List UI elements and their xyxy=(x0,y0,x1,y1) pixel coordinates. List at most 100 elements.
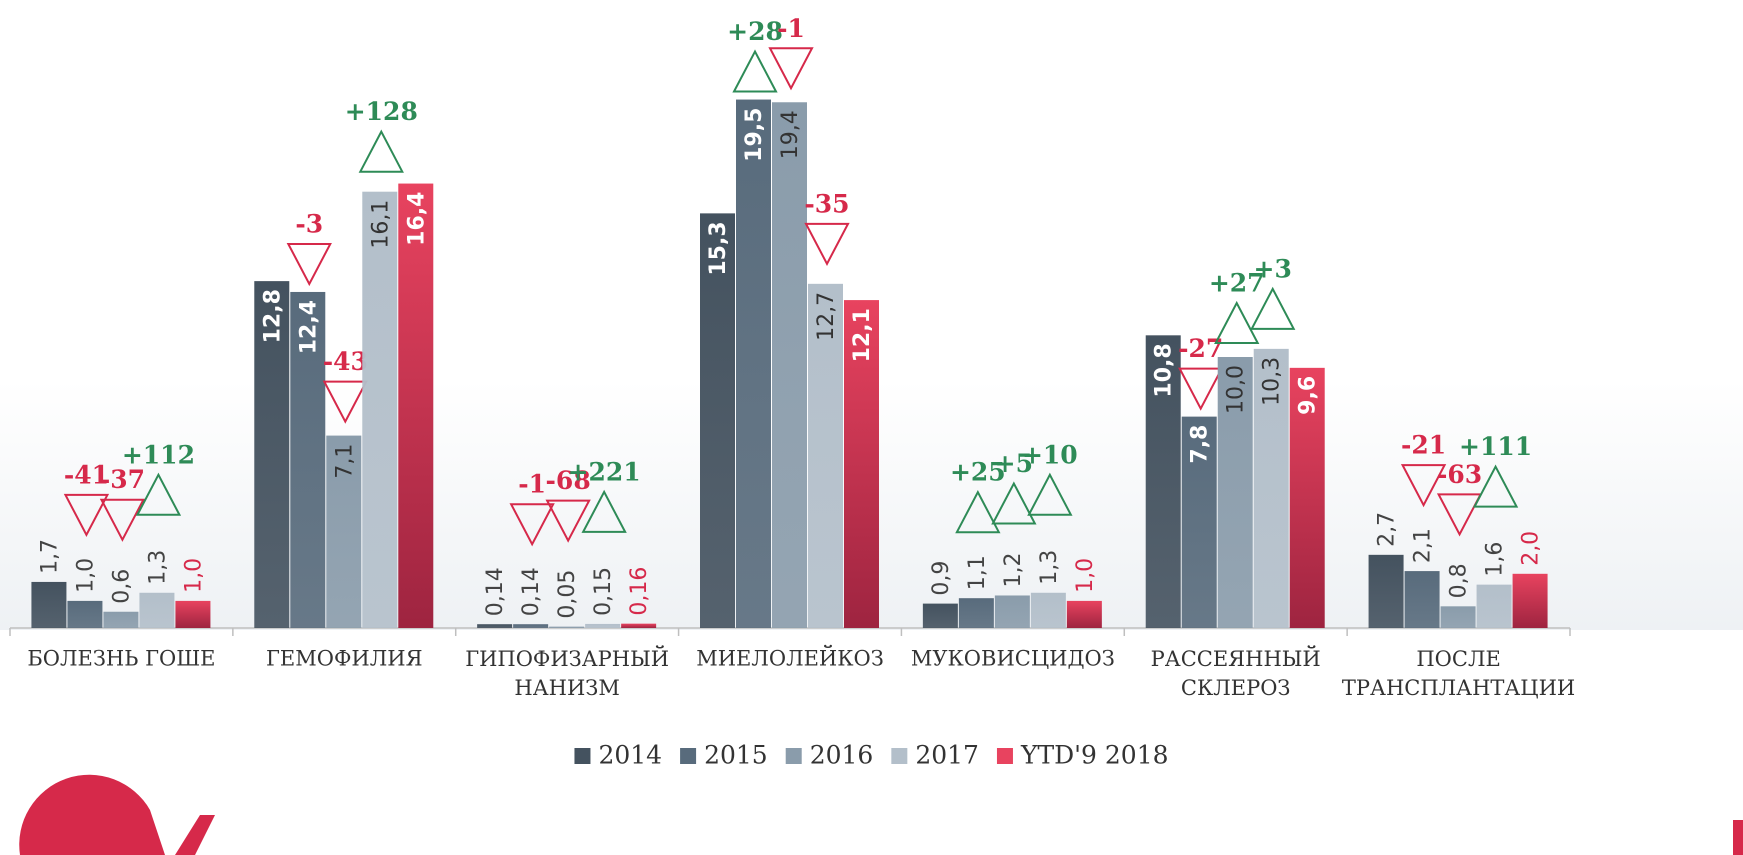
data-label: 1,3 xyxy=(1037,550,1062,585)
data-label: 0,14 xyxy=(519,567,544,616)
bar xyxy=(585,623,621,628)
legend-swatch xyxy=(996,748,1013,764)
bar xyxy=(1368,554,1404,628)
legend-label: 2014 xyxy=(598,741,662,770)
data-label: 7,1 xyxy=(332,444,357,479)
bar xyxy=(67,600,103,628)
data-label: 1,0 xyxy=(1073,558,1098,593)
data-label: 1,2 xyxy=(1001,552,1026,587)
change-label: +3 xyxy=(1254,254,1292,283)
data-label: 0,8 xyxy=(1447,563,1472,598)
change-triangle xyxy=(991,481,1037,525)
bar xyxy=(398,183,434,628)
x-tick-label: МУКОВИСЦИДОЗ xyxy=(911,647,1115,671)
change-label: -41 xyxy=(64,460,109,489)
data-label: 19,4 xyxy=(778,110,803,159)
x-tick-label: МИЕЛОЛЕЙКОЗ xyxy=(696,646,884,671)
data-label: 1,0 xyxy=(181,558,206,593)
data-label: 15,3 xyxy=(706,221,731,275)
bar xyxy=(1476,584,1512,628)
bar xyxy=(1030,592,1066,628)
legend-label: 2015 xyxy=(704,741,768,770)
x-tick-label: ГИПОФИЗАРНЫЙ НАНИЗМ xyxy=(465,646,669,700)
bar xyxy=(922,603,958,628)
data-label: 1,7 xyxy=(37,539,62,574)
data-label: 19,5 xyxy=(742,108,767,162)
bar xyxy=(1440,606,1476,628)
data-label: 1,1 xyxy=(965,555,990,590)
bar xyxy=(1066,600,1102,628)
change-triangle xyxy=(1400,464,1447,508)
bar xyxy=(700,213,735,628)
bar xyxy=(1181,416,1217,628)
change-triangle xyxy=(509,503,555,547)
data-label: 10,8 xyxy=(1152,343,1177,397)
change-triangle xyxy=(1027,472,1073,516)
x-tick-label: БОЛЕЗНЬ ГОШЕ xyxy=(27,647,215,671)
data-label: 16,4 xyxy=(404,192,429,246)
data-label: 2,0 xyxy=(1519,531,1544,566)
data-label: 10,3 xyxy=(1260,357,1285,406)
bar xyxy=(1217,357,1253,628)
bar xyxy=(139,592,175,628)
change-label: -35 xyxy=(804,189,849,218)
change-label: +5 xyxy=(995,449,1033,478)
bar xyxy=(477,624,513,628)
change-triangle xyxy=(581,489,627,533)
data-label: 12,1 xyxy=(850,308,875,362)
bar xyxy=(621,623,657,628)
change-label: -27 xyxy=(1178,334,1223,363)
data-label: 0,16 xyxy=(627,567,652,616)
change-label: +221 xyxy=(568,457,641,486)
legend-swatch xyxy=(680,748,697,764)
data-label: 1,3 xyxy=(145,550,170,585)
change-triangle xyxy=(135,472,182,516)
bar xyxy=(326,435,362,628)
change-triangle xyxy=(1214,300,1260,344)
legend-swatch xyxy=(574,748,591,764)
data-label: 0,05 xyxy=(555,570,580,619)
change-triangle xyxy=(286,242,332,287)
legend-label: YTD'9 2018 xyxy=(1020,741,1169,770)
change-label: +111 xyxy=(1459,432,1532,461)
change-label: +112 xyxy=(122,440,195,469)
change-triangle xyxy=(63,493,110,538)
bar xyxy=(549,626,585,628)
change-label: -1 xyxy=(777,14,805,43)
change-label: -37 xyxy=(100,465,145,494)
data-label: 2,1 xyxy=(1411,528,1436,563)
data-label: 1,0 xyxy=(73,558,98,593)
data-label: 12,4 xyxy=(296,300,321,354)
data-label: 12,8 xyxy=(260,289,285,343)
bar xyxy=(808,283,843,628)
data-label: 7,8 xyxy=(1188,425,1213,464)
change-label: -3 xyxy=(295,209,323,238)
bar xyxy=(254,281,290,628)
bar xyxy=(362,191,398,628)
change-label: +25 xyxy=(950,458,1006,487)
bar xyxy=(1145,335,1181,628)
change-triangle xyxy=(732,49,778,93)
bar xyxy=(513,624,549,628)
bar xyxy=(844,300,879,628)
data-label: 0,9 xyxy=(929,561,954,596)
data-label: 0,6 xyxy=(109,569,134,604)
change-triangle xyxy=(545,499,591,543)
logo xyxy=(1733,820,1743,855)
bar xyxy=(1512,573,1548,628)
change-label: +10 xyxy=(1022,440,1078,469)
bar xyxy=(1289,367,1325,628)
data-label: 9,6 xyxy=(1296,376,1321,415)
bar xyxy=(103,611,139,628)
logo xyxy=(175,815,215,855)
x-tick-label: РАССЕЯННЫЙ СКЛЕРОЗ xyxy=(1151,646,1321,700)
data-label: 0,15 xyxy=(591,567,616,616)
bar xyxy=(994,595,1030,628)
legend-label: 2016 xyxy=(810,741,874,770)
change-label: -68 xyxy=(546,466,591,495)
bar xyxy=(1253,348,1289,628)
change-triangle xyxy=(1250,286,1296,330)
data-label: 12,7 xyxy=(814,292,839,341)
change-label: -43 xyxy=(323,347,368,376)
